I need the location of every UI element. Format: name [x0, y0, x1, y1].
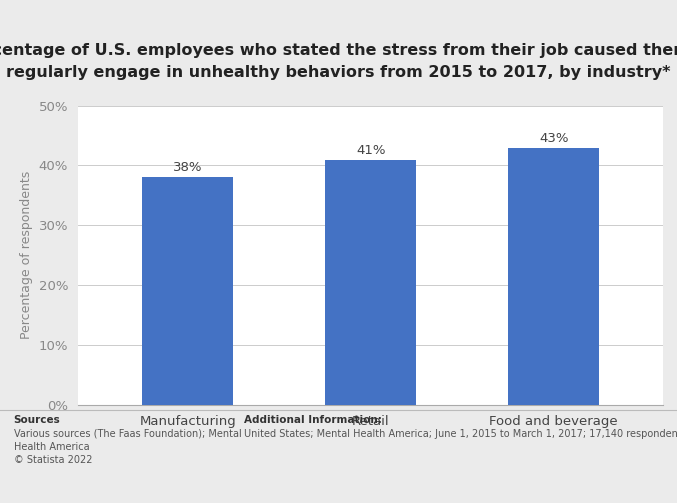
Text: 41%: 41%: [356, 143, 385, 156]
Text: Various sources (The Faas Foundation); Mental
Health America
© Statista 2022: Various sources (The Faas Foundation); M…: [14, 429, 241, 465]
Text: United States; Mental Health America; June 1, 2015 to March 1, 2017; 17,140 resp: United States; Mental Health America; Ju…: [244, 429, 677, 439]
Text: Percentage of U.S. employees who stated the stress from their job caused them to: Percentage of U.S. employees who stated …: [0, 43, 677, 58]
Text: regularly engage in unhealthy behaviors from 2015 to 2017, by industry*: regularly engage in unhealthy behaviors …: [6, 65, 671, 80]
Y-axis label: Percentage of respondents: Percentage of respondents: [20, 171, 33, 340]
Bar: [508, 147, 599, 405]
Text: Sources: Sources: [14, 415, 60, 425]
Text: Additional Information:: Additional Information:: [244, 415, 382, 425]
Text: 38%: 38%: [173, 161, 202, 175]
Bar: [142, 178, 234, 405]
Text: 43%: 43%: [539, 132, 569, 144]
Bar: [325, 159, 416, 405]
